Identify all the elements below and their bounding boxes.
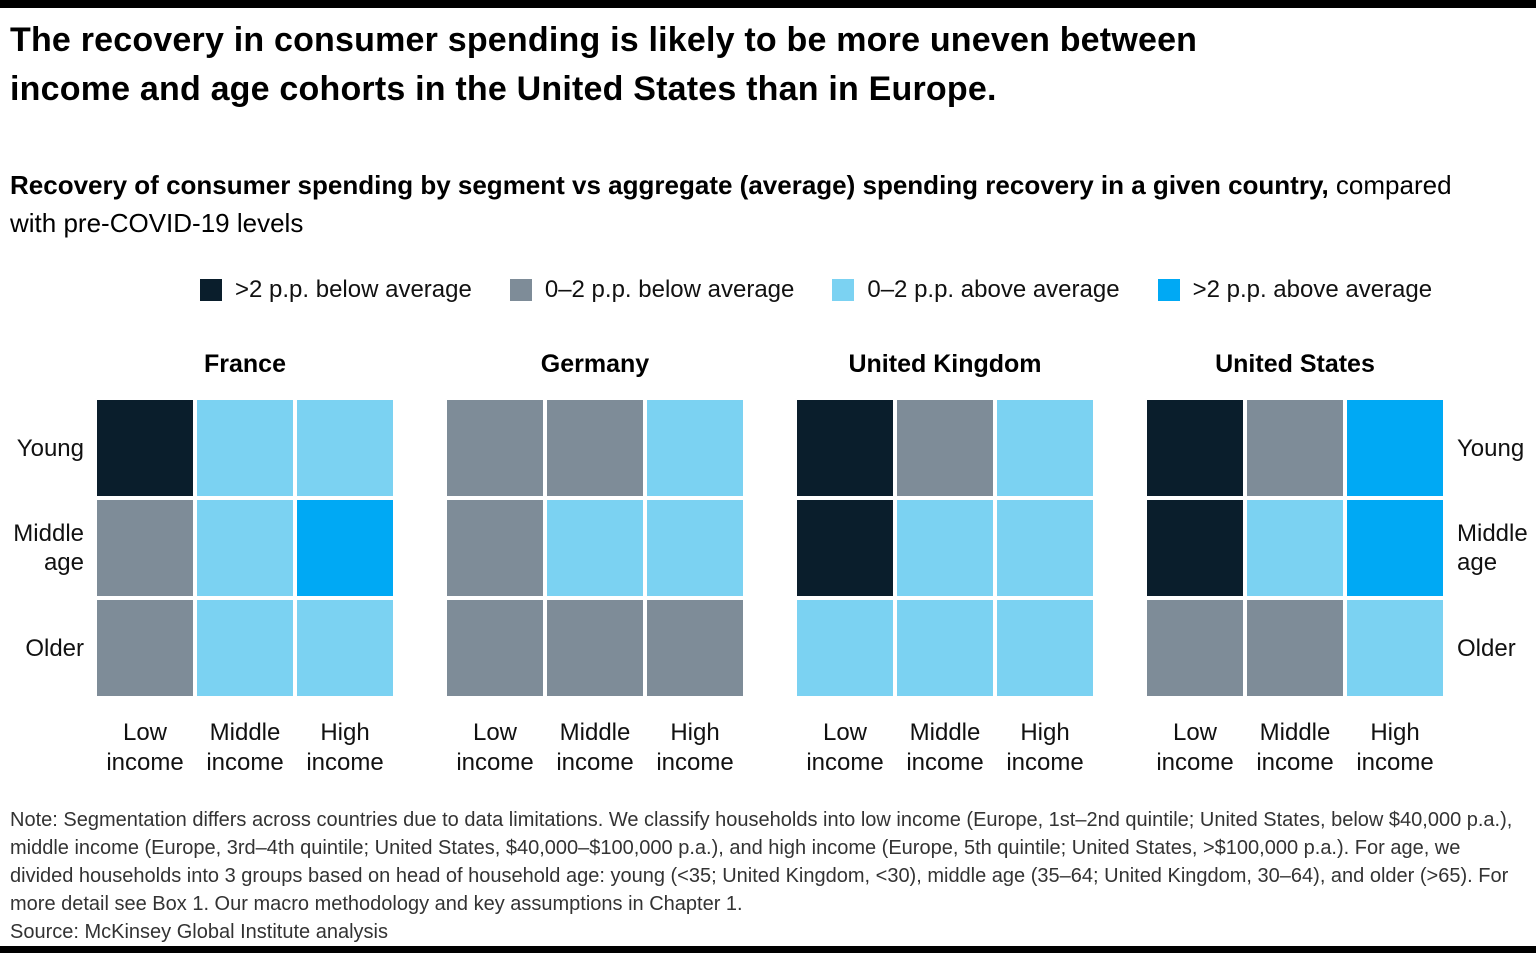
top-accent-bar <box>0 0 1536 8</box>
exhibit-title-line1: The recovery in consumer spending is lik… <box>10 21 1198 59</box>
col-label-high-income: High income <box>306 719 384 776</box>
col-label-middle-income: Middle income <box>556 719 634 776</box>
col-label-low-income: Low income <box>456 719 534 776</box>
chart-subtitle-regular: compared with pre-COVID-19 levels <box>10 170 1452 238</box>
col-labels-united-kingdom: Low income Middle income High income <box>797 718 1093 778</box>
col-label-middle-income: Middle income <box>1256 719 1334 776</box>
country-title-united-kingdom: United Kingdom <box>848 350 1042 378</box>
heatmap-cell-france-r2-c0 <box>97 600 193 696</box>
heatmap-cell-france-r1-c0 <box>97 500 193 596</box>
heatmap-grid-united-kingdom <box>797 400 1093 696</box>
row-label-middle-age: Middle age <box>13 520 84 576</box>
bottom-accent-bar <box>0 946 1536 953</box>
legend-swatch-pp2_below <box>200 279 222 301</box>
legend-label: >2 p.p. below average <box>235 276 472 303</box>
legend-item-pp2_below: >2 p.p. below average <box>200 276 472 304</box>
col-label-high-income: High income <box>1356 719 1434 776</box>
heatmap-grid-united-states <box>1147 400 1443 696</box>
heatmap-cell-germany-r1-c2 <box>647 500 743 596</box>
country-title-united-states: United States <box>1215 350 1375 378</box>
heatmap-cell-france-r1-c2 <box>297 500 393 596</box>
heatmap-cell-germany-r2-c2 <box>647 600 743 696</box>
exhibit-title: The recovery in consumer spending is lik… <box>10 16 1536 114</box>
legend-label: 0–2 p.p. above average <box>867 276 1120 303</box>
col-labels-united-states: Low income Middle income High income <box>1147 718 1443 778</box>
legend: >2 p.p. below average 0–2 p.p. below aver… <box>200 276 1536 304</box>
heatmap-cell-germany-r2-c0 <box>447 600 543 696</box>
country-heatmaps: France Low income Middle income High income… <box>97 350 1443 778</box>
legend-item-pp02_below: 0–2 p.p. below average <box>509 276 795 304</box>
chart-subtitle-bold: Recovery of consumer spending by segment… <box>10 170 1329 200</box>
heatmap-cell-germany-r0-c2 <box>647 400 743 496</box>
heatmap-cell-france-r0-c0 <box>97 400 193 496</box>
row-label-young: Young <box>1457 434 1525 462</box>
heatmap-cell-united-states-r0-c2 <box>1347 400 1443 496</box>
heatmap-cell-united-states-r0-c1 <box>1247 400 1343 496</box>
legend-label: >2 p.p. above average <box>1192 276 1433 303</box>
heatmap-cell-united-states-r0-c0 <box>1147 400 1243 496</box>
col-label-high-income: High income <box>656 719 734 776</box>
heatmap-cell-france-r1-c1 <box>197 500 293 596</box>
country-chart-united-states: United States Low income Middle income High… <box>1147 350 1443 778</box>
country-title-france: France <box>204 350 286 378</box>
row-label-older: Older <box>1457 634 1516 662</box>
heatmap-cell-france-r2-c2 <box>297 600 393 696</box>
legend-label: 0–2 p.p. below average <box>544 276 795 303</box>
col-label-low-income: Low income <box>1156 719 1234 776</box>
col-labels-germany: Low income Middle income High income <box>447 718 743 778</box>
heatmap-cell-united-kingdom-r1-c0 <box>797 500 893 596</box>
legend-swatch-pp02_above <box>832 279 855 301</box>
heatmap-cell-united-kingdom-r1-c2 <box>997 500 1093 596</box>
heatmap-cell-united-kingdom-r0-c0 <box>797 400 893 496</box>
heatmap-cell-france-r0-c1 <box>197 400 293 496</box>
row-labels-left: Young Middle age Older <box>0 350 97 778</box>
heatmap-cell-france-r2-c1 <box>197 600 293 696</box>
col-label-low-income: Low income <box>806 719 884 776</box>
col-labels-france: Low income Middle income High income <box>97 718 393 778</box>
col-label-high-income: High income <box>1006 719 1084 776</box>
legend-swatch-pp02_below <box>509 279 532 301</box>
heatmap-grid-germany <box>447 400 743 696</box>
heatmap-cell-united-kingdom-r0-c2 <box>997 400 1093 496</box>
chart-subtitle: Recovery of consumer spending by segment… <box>10 166 1480 242</box>
heatmap-cell-germany-r0-c1 <box>547 400 643 496</box>
heatmap-cell-united-states-r1-c2 <box>1347 500 1443 596</box>
source-text: Source: McKinsey Global Institute analys… <box>10 921 388 943</box>
country-chart-united-kingdom: United Kingdom Low income Middle income Hig… <box>797 350 1093 778</box>
note-text: Note: Segmentation differs across countr… <box>10 809 1513 915</box>
heatmap-cell-united-states-r1-c1 <box>1247 500 1343 596</box>
row-label-middle-age: Middle age <box>1457 520 1528 576</box>
country-chart-france: France Low income Middle income High income <box>97 350 393 778</box>
heatmap-cell-united-kingdom-r2-c0 <box>797 600 893 696</box>
row-labels-right: Young Middle age Older <box>1443 350 1535 778</box>
heatmap-cell-united-kingdom-r0-c1 <box>897 400 993 496</box>
col-label-middle-income: Middle income <box>906 719 984 776</box>
legend-item-pp2_above: >2 p.p. above average <box>1157 276 1433 304</box>
col-label-low-income: Low income <box>106 719 184 776</box>
row-label-young: Young <box>16 434 84 462</box>
country-chart-germany: Germany Low income Middle income High incom… <box>447 350 743 778</box>
country-title-germany: Germany <box>540 350 650 378</box>
legend-swatch-pp2_above <box>1157 279 1180 301</box>
heatmap-cell-united-kingdom-r2-c1 <box>897 600 993 696</box>
col-label-middle-income: Middle income <box>206 719 284 776</box>
heatmap-cell-germany-r2-c1 <box>547 600 643 696</box>
heatmap-section: Young Middle age Older France Low income Mid… <box>0 350 1536 778</box>
heatmap-grid-france <box>97 400 393 696</box>
heatmap-cell-germany-r1-c0 <box>447 500 543 596</box>
heatmap-cell-united-states-r2-c0 <box>1147 600 1243 696</box>
legend-item-pp02_above: 0–2 p.p. above average <box>832 276 1120 304</box>
row-label-older: Older <box>25 634 84 662</box>
heatmap-cell-united-kingdom-r2-c2 <box>997 600 1093 696</box>
exhibit-title-line2: income and age cohorts in the United Sta… <box>10 70 997 108</box>
heatmap-cell-germany-r0-c0 <box>447 400 543 496</box>
heatmap-cell-united-kingdom-r1-c1 <box>897 500 993 596</box>
heatmap-cell-united-states-r2-c1 <box>1247 600 1343 696</box>
heatmap-cell-united-states-r2-c2 <box>1347 600 1443 696</box>
heatmap-cell-germany-r1-c1 <box>547 500 643 596</box>
heatmap-cell-united-states-r1-c0 <box>1147 500 1243 596</box>
heatmap-cell-france-r0-c2 <box>297 400 393 496</box>
